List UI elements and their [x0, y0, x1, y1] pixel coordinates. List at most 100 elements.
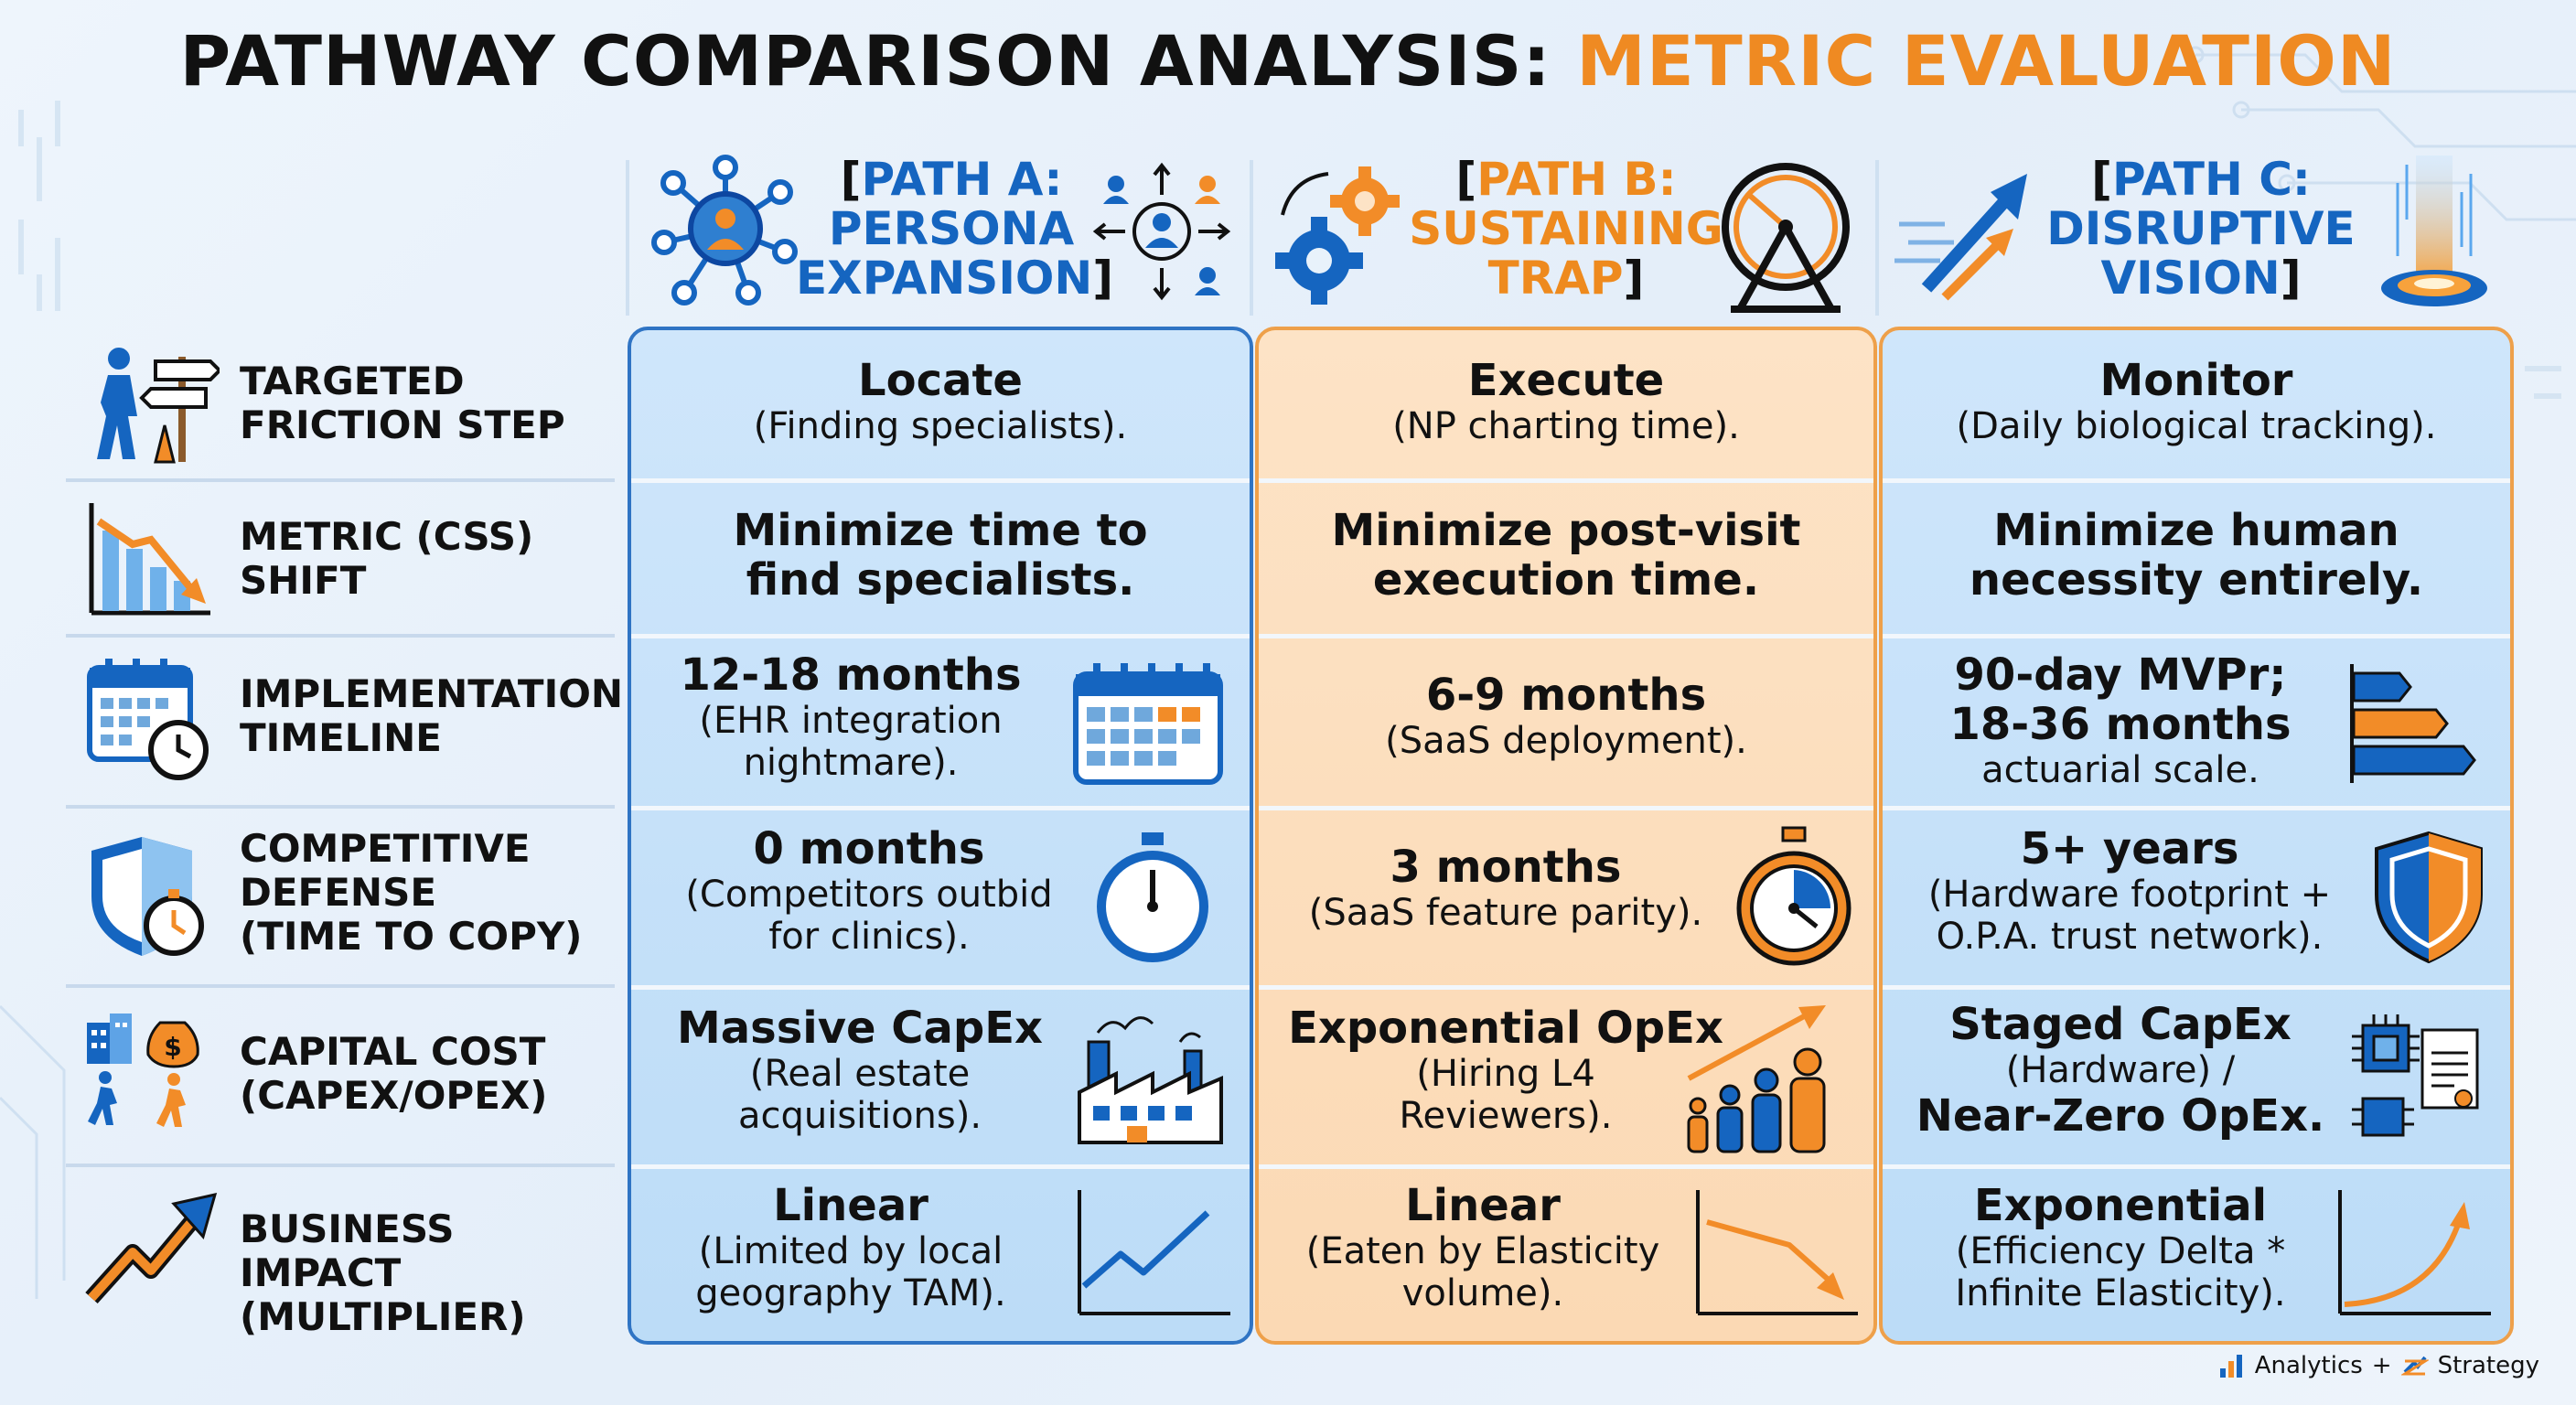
row-label-competitive-defense-l3: (TIME TO COPY) [240, 914, 583, 959]
cell-main: Minimize human [1993, 505, 2399, 556]
path-c-line1: PATH C: [2111, 153, 2311, 206]
cell-main: Locate [858, 355, 1023, 406]
path-b-line1: PATH B: [1476, 153, 1677, 206]
cell-main: Massive CapEx [676, 1003, 1044, 1054]
cell-sub: Reviewers). [1399, 1095, 1613, 1137]
cell-main: necessity entirely. [1969, 554, 2424, 606]
path-a-capital-cell: Massive CapEx (Real estate acquisitions)… [640, 1003, 1079, 1137]
path-b-defense-cell: 3 months (SaaS feature parity). [1268, 842, 1744, 934]
cell-sub: (SaaS feature parity). [1308, 892, 1703, 934]
row-separator [66, 984, 615, 988]
staged-bars-icon [2350, 664, 2476, 783]
column-separator [1875, 160, 1879, 316]
stopwatch-icon [1736, 826, 1852, 966]
cell-sub: (Daily biological tracking). [1956, 405, 2437, 447]
footer-brand: Analytics + Strategy [2218, 1352, 2539, 1379]
row-label-capital-cost-l2: (CAPEX/OPEX) [240, 1073, 548, 1118]
column-separator [626, 160, 629, 316]
cell-sub: (Hardware footprint + [1927, 874, 2332, 916]
title-accent: METRIC EVALUATION [1576, 20, 2397, 102]
growing-people-icon [1687, 1005, 1826, 1153]
column-header-path-a: [PATH A: PERSONA EXPANSION] [631, 142, 1244, 320]
path-b-friction-cell: Execute (NP charting time). [1268, 356, 1864, 447]
portal-beam-icon [2381, 156, 2487, 306]
path-c-timeline-cell: 90-day MVPr; 18-36 months actuarial scal… [1892, 650, 2349, 791]
path-a-impact-cell: Linear (Limited by local geography TAM). [640, 1181, 1061, 1314]
row-label-metric-shift-l2: SHIFT [240, 558, 367, 603]
path-c-panel: Monitor (Daily biological tracking). Min… [1879, 327, 2514, 1345]
cell-main: Minimize post-visit [1331, 505, 1801, 556]
row-label-friction-step-l1: TARGETED [240, 359, 465, 403]
cell-sub: acquisitions). [737, 1095, 982, 1137]
path-a-friction-cell: Locate (Finding specialists). [640, 356, 1240, 447]
path-c-line2: DISRUPTIVE [2046, 202, 2356, 255]
cell-main: find specialists. [746, 554, 1135, 606]
path-c-defense-cell: 5+ years (Hardware footprint + O.P.A. tr… [1892, 824, 2367, 958]
cell-main: Staged CapEx [1949, 999, 2292, 1050]
page-title: PATHWAY COMPARISON ANALYSIS: METRIC EVAL… [0, 20, 2576, 102]
svg-text:$: $ [164, 1032, 181, 1062]
stopwatch-icon [1097, 832, 1208, 962]
cell-sub: (Hiring L4 [1416, 1053, 1595, 1095]
path-c-impact-cell: Exponential (Efficiency Delta * Infinite… [1892, 1181, 2349, 1314]
network-persona-icon [651, 155, 798, 306]
path-b-panel: Execute (NP charting time). Minimize pos… [1255, 327, 1877, 1345]
calendar-icon [1073, 663, 1223, 785]
path-b-capital-cell: Exponential OpEx (Hiring L4 Reviewers). [1268, 1003, 1744, 1137]
row-separator [66, 1164, 615, 1167]
shield-stopwatch-icon [91, 837, 204, 956]
path-a-timeline-cell: 12-18 months (EHR integration nightmare)… [640, 650, 1061, 784]
building-money-runner-icon: $ [87, 1014, 199, 1127]
column-header-path-b: [PATH B: SUSTAINING TRAP] [1255, 142, 1870, 320]
row-label-business-impact: BUSINESS IMPACT (MULTIPLIER) [66, 1174, 624, 1339]
cell-sub: (Efficiency Delta * [1955, 1230, 2286, 1272]
row-label-metric-shift-l1: METRIC (CSS) [240, 514, 534, 559]
cell-main: 0 months [753, 823, 985, 874]
calendar-clock-icon [87, 659, 209, 780]
rising-arrows-icon [1894, 174, 2027, 301]
person-signpost-icon [97, 348, 220, 464]
cell-sub: nightmare). [743, 742, 959, 784]
path-a-line3: EXPANSION [796, 252, 1093, 305]
factory-icon [1078, 1016, 1223, 1144]
cell-sub: (Competitors outbid [685, 874, 1053, 916]
row-label-metric-shift: METRIC (CSS) SHIFT [66, 489, 624, 627]
line-chart-up-icon [1078, 1190, 1230, 1315]
column-separator [1250, 160, 1253, 316]
cell-main: 3 months [1390, 842, 1622, 893]
path-b-timeline-cell: 6-9 months (SaaS deployment). [1268, 670, 1864, 762]
path-b-metric-cell: Minimize post-visit execution time. [1268, 506, 1864, 605]
gears-icon [1275, 166, 1400, 305]
cell-sub: actuarial scale. [1981, 749, 2259, 791]
row-label-friction-step-l2: FRICTION STEP [240, 402, 565, 447]
cell-main: 12-18 months [680, 649, 1022, 701]
row-label-business-impact-l2: (MULTIPLIER) [240, 1294, 526, 1339]
exponential-curve-icon [2338, 1190, 2491, 1315]
cell-main: 90-day MVPr; [1954, 649, 2287, 701]
cell-main: Execute [1467, 355, 1665, 406]
line-chart-down-icon [1696, 1190, 1858, 1315]
cell-main: Exponential [1973, 1180, 2268, 1231]
path-a-panel: Locate (Finding specialists). Minimize t… [628, 327, 1253, 1345]
row-label-competitive-defense-l2: DEFENSE [240, 870, 437, 915]
path-a-line2: PERSONA [828, 202, 1075, 255]
row-label-capital-cost: $ CAPITAL COST (CAPEX/OPEX) [66, 995, 624, 1160]
bar-chart-logo-icon [2219, 1355, 2242, 1378]
cell-main: 5+ years [2020, 823, 2239, 874]
row-label-timeline-l1: IMPLEMENTATION [240, 671, 624, 716]
column-header-path-c: [PATH C: DISRUPTIVE VISION] [1881, 142, 2506, 320]
path-c-metric-cell: Minimize human necessity entirely. [1892, 506, 2501, 605]
hamster-wheel-icon [1722, 163, 1850, 313]
cell-sub: (Real estate [749, 1053, 971, 1095]
row-label-competitive-defense: COMPETITIVE DEFENSE (TIME TO COPY) [66, 816, 624, 981]
row-label-capital-cost-l1: CAPITAL COST [240, 1029, 546, 1074]
path-b-line2: SUSTAINING [1409, 202, 1723, 255]
footer-plus: + [2371, 1352, 2392, 1379]
cell-main: Near-Zero OpEx. [1916, 1090, 2325, 1142]
footer-analytics: Analytics [2254, 1352, 2363, 1379]
row-label-competitive-defense-l1: COMPETITIVE [240, 826, 531, 871]
cell-sub: (NP charting time). [1392, 405, 1740, 447]
cell-main: 6-9 months [1425, 670, 1707, 721]
declining-chart-icon [89, 503, 210, 616]
cell-sub: O.P.A. trust network). [1936, 916, 2324, 958]
